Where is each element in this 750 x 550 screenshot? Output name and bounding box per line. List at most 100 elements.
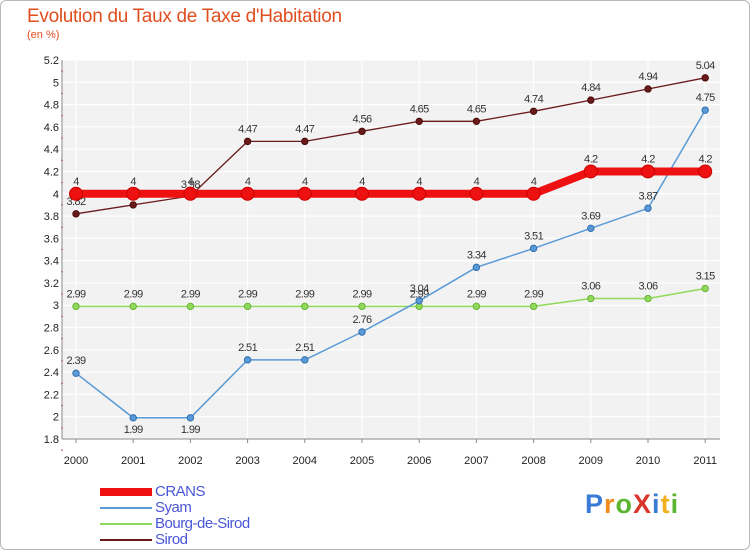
y-tick-label: 3.2 <box>44 278 59 290</box>
x-tick-label: 2008 <box>521 455 545 467</box>
x-tick-label: 2011 <box>693 455 717 467</box>
data-label-bourg-de-sirod: 2.99 <box>524 288 543 300</box>
data-point-syam <box>529 244 538 253</box>
y-tick-label: 4.8 <box>44 100 59 112</box>
data-point-bourg-de-sirod <box>587 294 595 303</box>
series-line-bourg-de-sirod <box>75 287 706 308</box>
y-tick-label: 2.6 <box>44 345 59 357</box>
logo-letter: t <box>660 489 671 519</box>
y-tick-label: 5 <box>53 77 59 89</box>
data-label-crans: 4 <box>188 176 194 188</box>
y-tick-label: 4.2 <box>44 166 59 178</box>
legend-item-syam: Syam <box>100 499 320 516</box>
data-point-sirod <box>415 117 423 126</box>
data-point-bourg-de-sirod <box>701 284 709 293</box>
data-point-crans <box>240 186 255 201</box>
x-tick-label: 2003 <box>235 455 259 467</box>
y-tick-label: 4 <box>53 189 59 201</box>
y-tick-label: 2 <box>53 412 59 424</box>
data-point-bourg-de-sirod <box>644 294 652 303</box>
chart-legend: CRANS Syam Bourg-de-Sirod Sirod <box>100 483 320 548</box>
data-label-sirod: 4.65 <box>467 103 486 115</box>
data-label-syam: 2.76 <box>352 314 371 326</box>
data-label-crans: 4 <box>359 176 365 188</box>
data-label-sirod: 4.47 <box>238 123 257 135</box>
series-line-syam <box>75 109 706 419</box>
data-label-bourg-de-sirod: 2.99 <box>66 288 85 300</box>
data-label-crans: 4.2 <box>698 153 712 165</box>
data-point-bourg-de-sirod <box>529 302 538 311</box>
data-point-sirod <box>529 107 538 115</box>
data-label-syam: 3.34 <box>467 249 486 261</box>
y-tick-label: 2.8 <box>44 323 59 335</box>
line-chart: 1.8 2 2.2 2.4 2.6 2.8 3 3.2 3.4 3.6 3.8 4 4.2 4.4 4.6 4… <box>44 55 720 467</box>
legend-item-crans: CRANS <box>100 483 320 500</box>
data-point-syam <box>472 263 481 272</box>
legend-label-sirod: Sirod <box>155 531 188 548</box>
data-label-crans: 4.2 <box>584 153 598 165</box>
x-tick-label: 2007 <box>464 455 488 467</box>
data-point-bourg-de-sirod <box>129 302 137 311</box>
data-point-bourg-de-sirod <box>186 302 195 311</box>
data-label-crans: 4 <box>73 176 79 188</box>
data-point-crans <box>183 186 198 201</box>
data-point-sirod <box>701 74 709 82</box>
data-label-syam: 3.04 <box>410 283 429 295</box>
data-label-crans: 4 <box>130 176 136 188</box>
data-label-sirod: 4.56 <box>352 113 371 125</box>
legend-swatch-sirod <box>100 539 152 541</box>
data-label-crans: 4 <box>302 176 308 188</box>
data-point-syam <box>72 369 80 377</box>
proxiti-logo: ProXiti <box>585 489 679 520</box>
data-label-syam: 4.75 <box>696 92 715 104</box>
data-label-bourg-de-sirod: 2.99 <box>238 288 257 300</box>
data-point-crans <box>412 186 427 201</box>
legend-swatch-bourg-de-sirod <box>100 523 152 525</box>
data-label-sirod: 3.98 <box>181 179 200 191</box>
data-point-sirod <box>358 127 366 136</box>
plot-area <box>62 60 720 439</box>
data-label-crans: 4.2 <box>641 153 655 165</box>
x-tick-label: 2009 <box>579 455 603 467</box>
y-tick-label: 3.4 <box>44 256 59 268</box>
x-tick-label: 2004 <box>293 455 317 467</box>
logo-letter: i <box>652 489 661 519</box>
data-point-sirod <box>72 210 80 218</box>
y-tick-label: 3.8 <box>44 211 59 223</box>
x-tick-label: 2001 <box>121 455 145 467</box>
data-label-syam: 2.39 <box>66 355 85 367</box>
data-point-bourg-de-sirod <box>301 302 309 311</box>
data-label-bourg-de-sirod: 2.99 <box>181 288 200 300</box>
logo-letter: i <box>670 489 680 519</box>
data-label-crans: 4 <box>531 176 537 188</box>
data-label-syam: 3.69 <box>581 210 600 222</box>
logo-letter: r <box>604 489 616 519</box>
y-tick-label: 1.8 <box>44 434 59 446</box>
legend-swatch-syam <box>100 507 152 509</box>
x-tick-label: 2010 <box>636 455 660 467</box>
data-point-syam <box>701 106 709 114</box>
x-tick-label: 2000 <box>64 455 88 467</box>
legend-label-bourg-de-sirod: Bourg-de-Sirod <box>155 515 250 532</box>
data-point-bourg-de-sirod <box>358 302 366 311</box>
data-point-syam <box>301 356 309 364</box>
logo-letter: o <box>615 489 634 519</box>
y-tick-label: 2.2 <box>44 389 59 401</box>
chart-subtitle: (en %) <box>27 29 60 41</box>
legend-label-syam: Syam <box>155 499 192 516</box>
y-tick-label: 2.4 <box>44 367 59 379</box>
data-label-sirod: 4.84 <box>581 82 600 94</box>
data-label-bourg-de-sirod: 2.99 <box>352 288 371 300</box>
data-point-sirod <box>472 117 481 126</box>
data-point-crans <box>297 186 312 201</box>
data-label-sirod: 4.47 <box>295 123 314 135</box>
series-line-crans <box>72 167 710 198</box>
x-tick-label: 2005 <box>350 455 374 467</box>
data-point-crans <box>526 186 541 201</box>
data-point-crans <box>126 186 141 201</box>
logo-letter: P <box>585 489 605 519</box>
data-point-bourg-de-sirod <box>243 302 252 311</box>
data-label-crans: 4 <box>245 176 251 188</box>
legend-item-bourg-de-sirod: Bourg-de-Sirod <box>100 515 320 532</box>
x-tick-label: 2002 <box>178 455 202 467</box>
